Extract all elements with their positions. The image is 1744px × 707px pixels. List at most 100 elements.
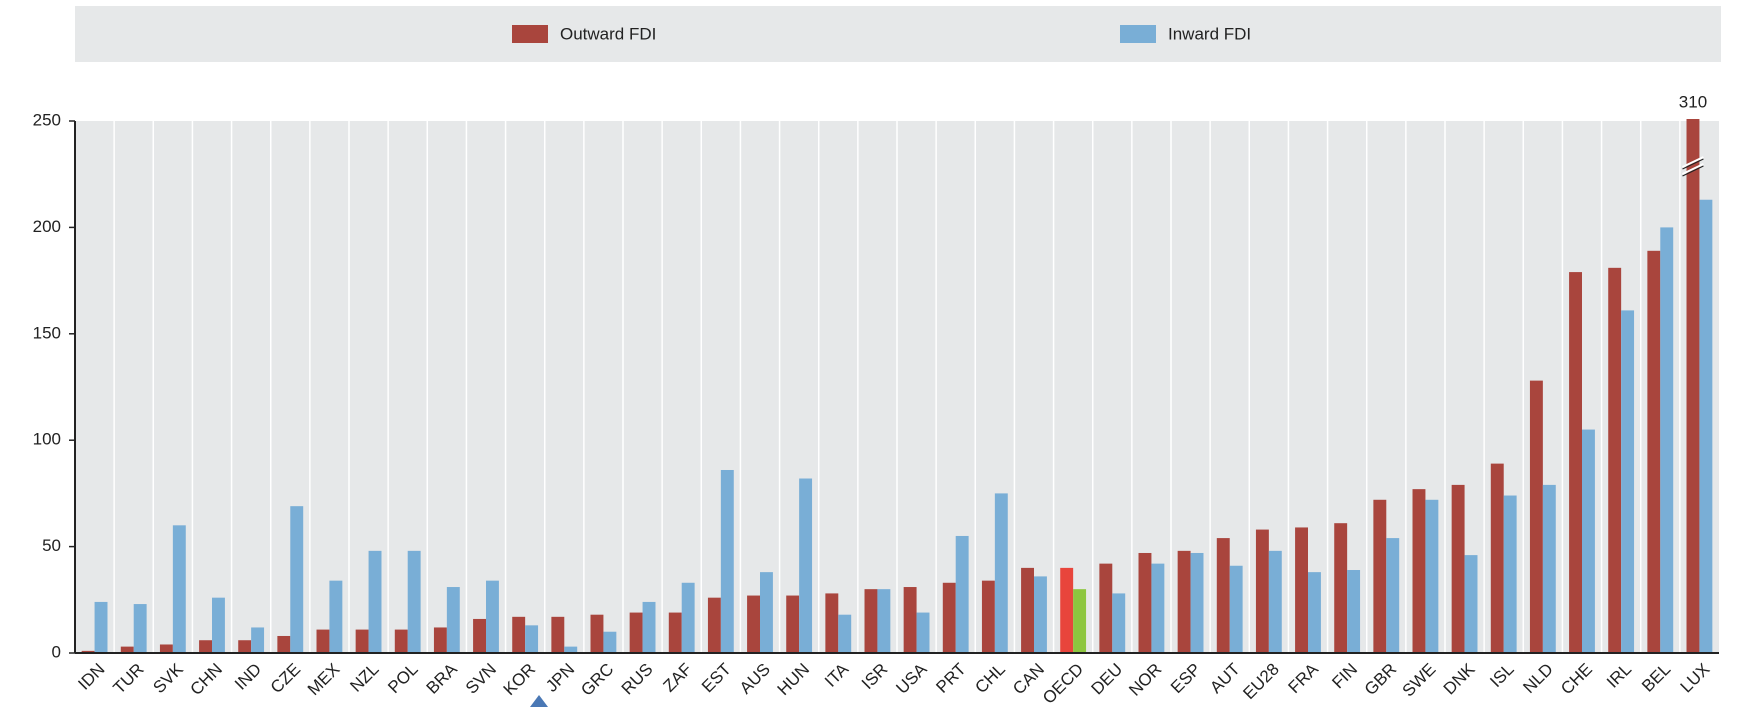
bar xyxy=(1699,199,1713,653)
x-tick-label: TUR xyxy=(110,660,148,698)
bar xyxy=(681,582,695,653)
x-tick-label: DEU xyxy=(1087,660,1126,699)
bar xyxy=(864,589,878,653)
axis-break xyxy=(1682,165,1704,177)
x-tick-label: CZE xyxy=(267,660,304,697)
bar xyxy=(1177,550,1191,653)
x-tick-label: SVK xyxy=(149,659,187,697)
bar xyxy=(1425,499,1439,653)
x-tick-label: HUN xyxy=(774,660,813,699)
legend-box xyxy=(75,6,1721,62)
bar xyxy=(277,635,291,653)
bar xyxy=(394,629,408,653)
bar xyxy=(981,580,995,653)
bar xyxy=(1268,550,1282,653)
legend-swatch xyxy=(1120,25,1156,43)
bar xyxy=(1621,310,1635,653)
bar xyxy=(1686,119,1700,653)
bar xyxy=(368,550,382,653)
bar xyxy=(1151,563,1165,653)
bar xyxy=(1229,565,1243,653)
x-tick-label: EU28 xyxy=(1239,660,1283,704)
bar xyxy=(1412,489,1426,653)
bar xyxy=(877,589,891,653)
bar xyxy=(916,612,930,653)
bar xyxy=(446,587,460,653)
x-tick-label: KOR xyxy=(500,660,539,699)
bar xyxy=(747,595,760,653)
y-tick-label: 250 xyxy=(33,110,61,129)
bar xyxy=(512,616,526,653)
bar xyxy=(94,601,108,653)
x-tick-label: SVN xyxy=(462,660,500,698)
bar xyxy=(603,631,617,653)
bar xyxy=(994,493,1008,653)
x-tick-label: JPN xyxy=(542,660,578,696)
x-tick-label: PRT xyxy=(932,660,969,697)
bar xyxy=(642,601,656,653)
x-tick-label: IDN xyxy=(74,660,108,694)
legend-swatch xyxy=(512,25,548,43)
x-tick-label: IRL xyxy=(1603,660,1635,692)
bar xyxy=(1347,570,1361,653)
x-tick-label: ZAF xyxy=(660,660,696,696)
bar xyxy=(133,604,147,653)
bar xyxy=(1608,267,1622,653)
x-tick-label: BEL xyxy=(1638,660,1674,696)
bar xyxy=(159,644,173,653)
bar xyxy=(668,612,682,653)
bar xyxy=(1112,593,1126,653)
x-tick-label: NLD xyxy=(1519,660,1556,697)
bar xyxy=(720,469,734,653)
cursor xyxy=(530,695,548,707)
bar xyxy=(1582,429,1595,653)
marks xyxy=(81,119,1713,654)
bar xyxy=(355,629,369,653)
x-tick-label: AUT xyxy=(1206,660,1243,697)
y-tick-label: 200 xyxy=(33,217,61,236)
bar xyxy=(786,595,800,653)
bar xyxy=(525,625,539,653)
bar xyxy=(551,616,565,653)
x-tick-label: POL xyxy=(384,660,421,697)
bar xyxy=(199,640,212,653)
bar xyxy=(1490,463,1504,653)
bar xyxy=(955,535,969,653)
bar xyxy=(486,580,499,653)
bar xyxy=(903,587,917,653)
axis-break xyxy=(1682,156,1704,168)
bar xyxy=(1373,499,1387,653)
bar xyxy=(238,640,252,653)
x-tick-label: ITA xyxy=(821,659,853,691)
bar xyxy=(760,572,773,653)
y-tick-label: 50 xyxy=(42,536,61,555)
x-tick-label: FRA xyxy=(1285,659,1323,697)
bar xyxy=(329,580,343,653)
bar xyxy=(629,612,643,653)
bar xyxy=(942,582,956,653)
x-tick-label: USA xyxy=(892,659,931,698)
bar xyxy=(1060,567,1074,653)
x-tick-label: CHN xyxy=(187,660,226,699)
bar xyxy=(433,627,447,653)
y-tick-label: 0 xyxy=(52,642,61,661)
x-tick-label: EST xyxy=(698,660,735,697)
x-tick-label: AUS xyxy=(736,660,774,698)
axis-break xyxy=(1682,158,1704,170)
y-tick-label: 150 xyxy=(33,323,61,342)
bar xyxy=(1190,552,1204,653)
bar xyxy=(564,646,578,653)
bar xyxy=(316,629,330,653)
x-tick-label: ISR xyxy=(858,660,891,693)
bar xyxy=(1073,589,1087,653)
y-tick-label: 100 xyxy=(33,430,61,449)
x-tick-label: GBR xyxy=(1361,660,1400,699)
data-label: 310 xyxy=(1679,92,1707,111)
x-tick-label: IND xyxy=(231,660,265,694)
bar xyxy=(1503,495,1517,653)
bar xyxy=(1255,529,1269,653)
legend-label: Outward FDI xyxy=(560,24,656,43)
bar xyxy=(1216,538,1230,653)
x-tick-label: NZL xyxy=(346,660,382,696)
